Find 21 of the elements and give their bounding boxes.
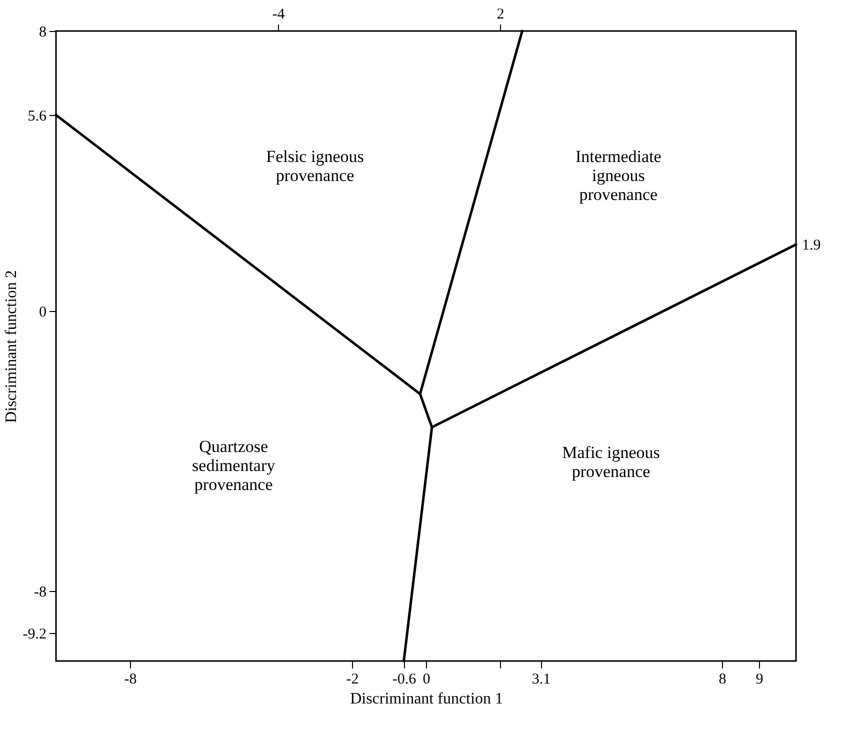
x-tick-label: 8	[718, 672, 726, 688]
x2-tick-label: -4	[272, 6, 286, 22]
y-tick-label: -8	[34, 584, 46, 600]
y-tick-label: 5.6	[28, 108, 47, 124]
y-axis-title: Discriminant function 2	[2, 270, 20, 423]
y-tick-label: 0	[39, 304, 46, 320]
y-tick-label: -9.2	[22, 626, 46, 642]
x-tick-label: -8	[124, 672, 137, 688]
annotation: Felsic igneous provenance	[266, 147, 364, 185]
x-tick-label: 3.1	[532, 672, 551, 688]
x-axis-title: Discriminant function 1	[350, 690, 503, 708]
annotation: Quartzose sedimentary provenance	[192, 436, 276, 494]
x-tick-label: -0.6	[392, 672, 417, 688]
annotation: Mafic igneous provenance	[562, 443, 660, 482]
annotation: 1.9	[802, 238, 821, 254]
x2-tick-label: 2	[496, 6, 504, 22]
x-tick-label: -2	[346, 672, 359, 688]
annotation: Intermediate igneous provenance	[575, 147, 662, 204]
y-tick-label: 8	[39, 24, 46, 40]
x-tick-label: 0	[422, 672, 430, 688]
x-tick-label: 9	[756, 672, 764, 688]
